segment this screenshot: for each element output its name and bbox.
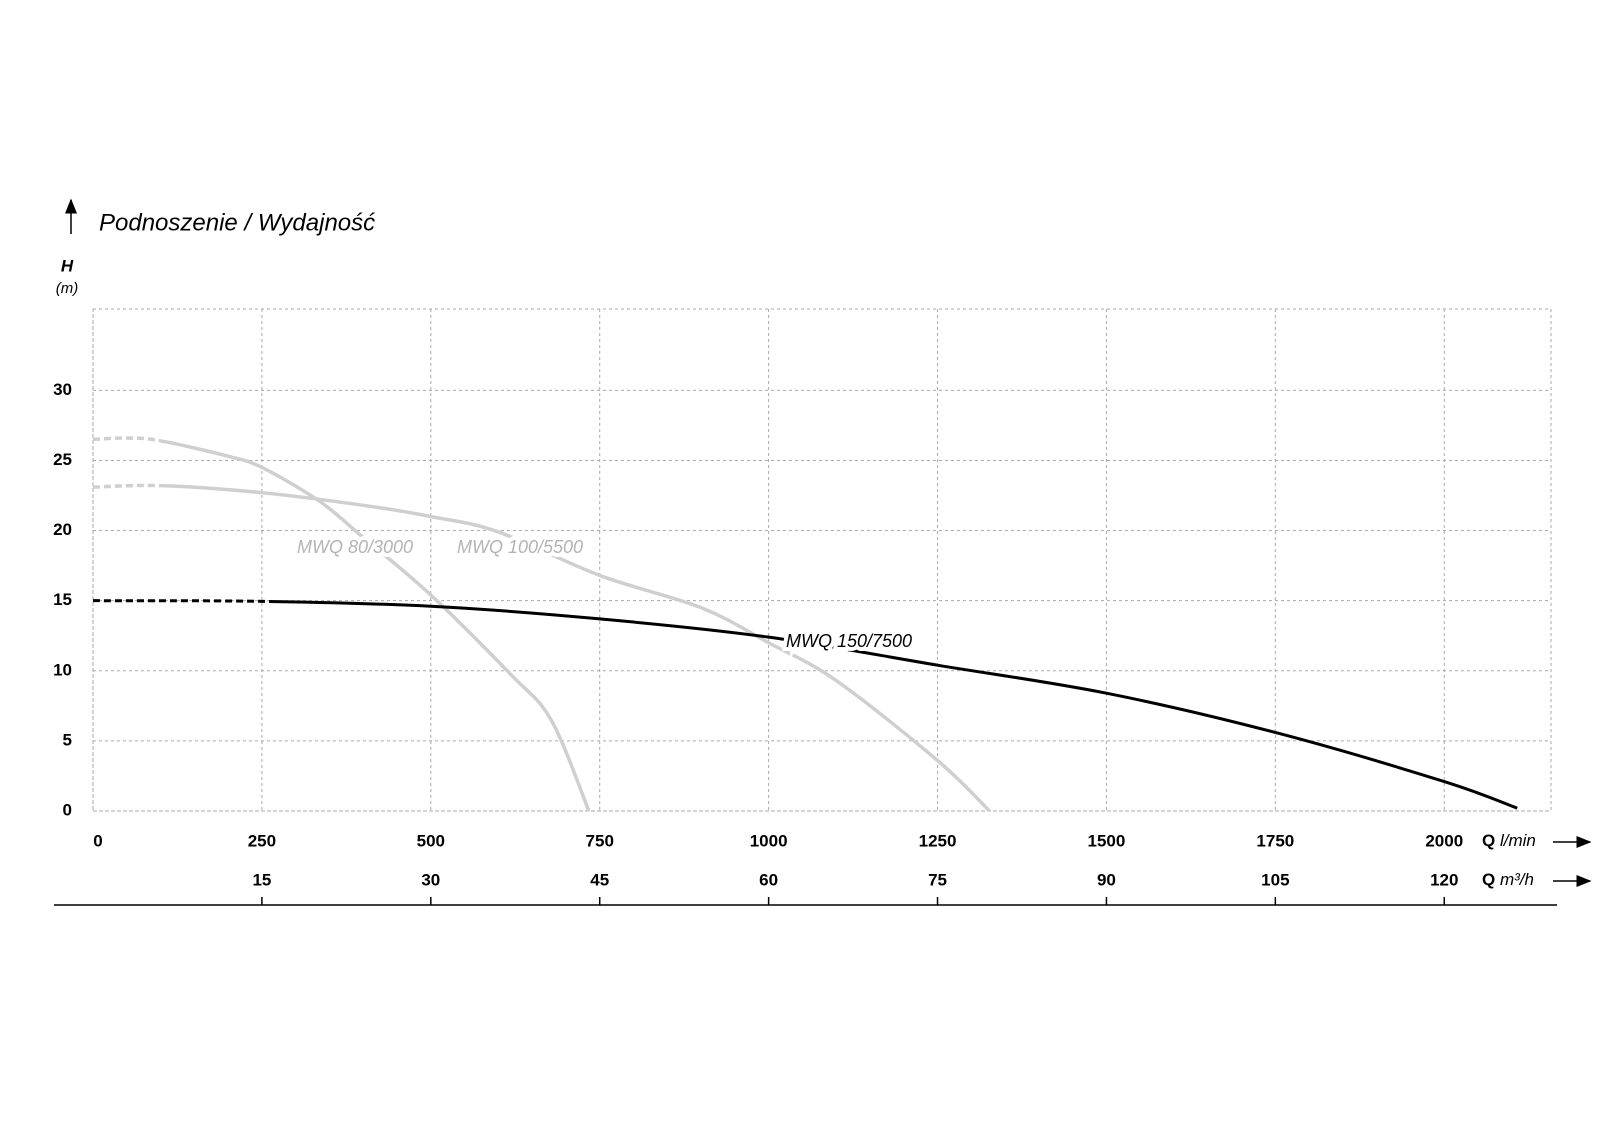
y-tick-label: 20 (53, 520, 72, 539)
x-tick-label: 2000 (1425, 831, 1463, 850)
y-tick-label: 25 (53, 450, 72, 469)
series-line (92, 483, 991, 813)
x2-tick-label: 120 (1430, 870, 1458, 889)
y-tick-label: 30 (53, 380, 72, 399)
x2-tick-label: 30 (421, 870, 440, 889)
x2-tick-label: 105 (1261, 870, 1289, 889)
x-tick-label: 1500 (1088, 831, 1126, 850)
y-tick-label: 0 (63, 800, 72, 819)
x-axis-symbol: Q (1482, 831, 1495, 850)
x-tick-label: 1000 (750, 831, 788, 850)
x-axis-unit: l/min (1500, 831, 1536, 850)
x2-axis-symbol: Q (1482, 870, 1495, 889)
series-label: MWQ 150/7500 (786, 631, 912, 651)
x2-tick-label: 60 (759, 870, 778, 889)
x-axis-label: Q l/min (1482, 831, 1536, 850)
chart-title: Podnoszenie / Wydajność (99, 209, 375, 236)
x-tick-label: 500 (417, 831, 445, 850)
x-tick-label: 1750 (1256, 831, 1294, 850)
x2-axis-unit: m³/h (1500, 870, 1534, 889)
y-tick-label: 15 (53, 590, 72, 609)
x2-axis-label: Q m³/h (1482, 870, 1534, 889)
y-tick-label: 5 (63, 730, 72, 749)
series-label: MWQ 80/3000 (297, 537, 413, 557)
y-tick-label: 10 (53, 660, 72, 679)
series-label: MWQ 100/5500 (457, 537, 583, 557)
plot-frame (92, 308, 1552, 812)
x2-tick-label: 45 (590, 870, 609, 889)
series-line (92, 436, 591, 812)
y-axis-symbol: H (61, 256, 74, 275)
x2-tick-label: 15 (252, 870, 271, 889)
y-axis-unit: (m) (56, 280, 79, 297)
x-tick-label: 1250 (919, 831, 957, 850)
x2-tick-label: 90 (1097, 870, 1116, 889)
x-tick-label: 750 (586, 831, 614, 850)
series-line (92, 599, 1518, 810)
x2-tick-label: 75 (928, 870, 947, 889)
x-tick-label: 250 (248, 831, 276, 850)
x-tick-label: 0 (93, 831, 102, 850)
